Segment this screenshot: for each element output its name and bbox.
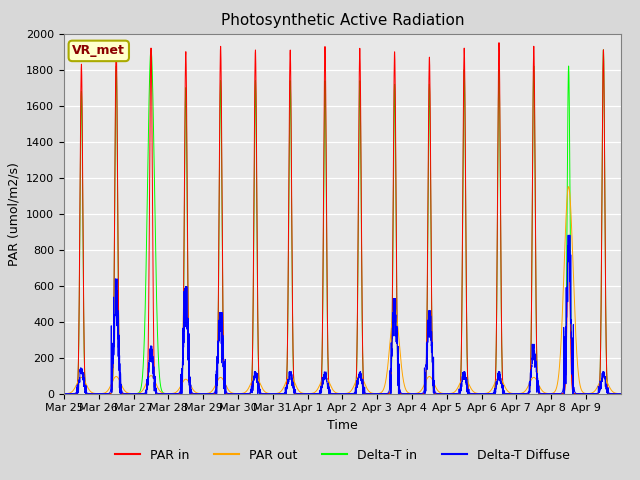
Legend: PAR in, PAR out, Delta-T in, Delta-T Diffuse: PAR in, PAR out, Delta-T in, Delta-T Dif… [109,444,575,467]
PAR in [495,44,503,49]
PAR out [175,385,183,391]
Delta-T Diffuse [617,391,625,396]
Delta-T Diffuse [495,378,503,384]
PAR out [564,184,572,190]
Text: VR_met: VR_met [72,44,125,58]
PAR in [537,391,545,396]
Line: PAR in: PAR in [64,43,621,394]
PAR in [523,391,531,396]
PAR out [523,386,531,392]
PAR in [175,391,183,396]
Line: Delta-T in: Delta-T in [64,50,621,394]
Delta-T Diffuse [523,391,531,396]
Delta-T Diffuse [564,232,572,238]
Delta-T in [600,47,607,53]
PAR out [60,391,68,396]
Delta-T Diffuse [537,391,545,396]
Delta-T in [60,391,68,396]
PAR out [495,374,503,380]
X-axis label: Time: Time [327,419,358,432]
Delta-T in [393,307,401,312]
Title: Photosynthetic Active Radiation: Photosynthetic Active Radiation [221,13,464,28]
Line: Delta-T Diffuse: Delta-T Diffuse [64,235,621,394]
Delta-T in [617,391,625,396]
Delta-T in [495,68,503,73]
Y-axis label: PAR (umol/m2/s): PAR (umol/m2/s) [8,162,20,265]
PAR in [393,298,401,303]
PAR in [60,391,68,396]
PAR in [363,391,371,396]
Delta-T in [175,391,183,396]
Line: PAR out: PAR out [64,187,621,394]
Delta-T Diffuse [60,391,68,396]
Delta-T in [523,391,531,396]
Delta-T in [363,391,371,396]
PAR in [495,40,503,46]
Delta-T Diffuse [393,324,401,329]
Delta-T Diffuse [364,391,371,396]
PAR out [617,391,625,396]
PAR out [393,314,401,320]
Delta-T in [537,391,545,396]
Delta-T Diffuse [176,390,184,396]
Delta-T Diffuse [72,391,80,396]
PAR in [617,391,625,396]
PAR out [537,386,545,392]
PAR out [363,385,371,391]
